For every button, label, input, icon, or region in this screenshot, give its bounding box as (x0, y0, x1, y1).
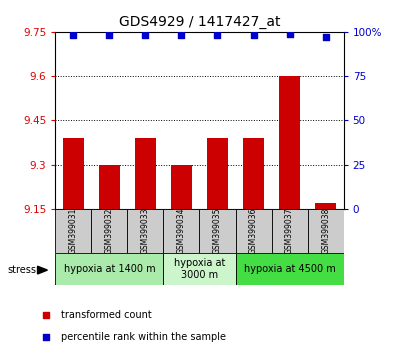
Bar (272, 209, 308, 253)
Bar (279, 76, 300, 209)
Bar (127, 209, 164, 253)
Point (286, 31, 293, 36)
Text: percentile rank within the sample: percentile rank within the sample (61, 332, 226, 342)
Bar (99, 165, 120, 209)
Bar (164, 209, 199, 253)
Bar (207, 138, 228, 209)
Text: GSM399033: GSM399033 (141, 208, 150, 254)
Bar (315, 203, 337, 209)
Bar (164, 253, 235, 285)
Point (42, 312, 49, 318)
Bar (91, 209, 127, 253)
Point (322, 34, 329, 40)
Bar (135, 138, 156, 209)
Point (250, 33, 257, 38)
Bar (199, 209, 235, 253)
Point (70, 33, 77, 38)
Bar (235, 209, 272, 253)
Polygon shape (38, 266, 47, 274)
Text: GSM399035: GSM399035 (213, 208, 222, 254)
Text: stress: stress (8, 265, 37, 275)
Bar (308, 209, 344, 253)
Point (42, 334, 49, 339)
Text: hypoxia at 4500 m: hypoxia at 4500 m (244, 264, 335, 274)
Text: GSM399038: GSM399038 (321, 208, 330, 254)
Point (106, 33, 113, 38)
Text: GSM399034: GSM399034 (177, 208, 186, 254)
Bar (55, 209, 91, 253)
Point (142, 33, 149, 38)
Point (214, 33, 221, 38)
Text: GSM399031: GSM399031 (69, 208, 78, 254)
Bar (243, 138, 264, 209)
Bar (171, 165, 192, 209)
Bar (55, 253, 164, 285)
Title: GDS4929 / 1417427_at: GDS4929 / 1417427_at (119, 16, 280, 29)
Text: transformed count: transformed count (61, 310, 152, 320)
Text: GSM399037: GSM399037 (285, 208, 294, 254)
Bar (62, 138, 84, 209)
Point (178, 33, 184, 38)
Text: GSM399032: GSM399032 (105, 208, 114, 254)
Text: hypoxia at 1400 m: hypoxia at 1400 m (64, 264, 155, 274)
Text: hypoxia at
3000 m: hypoxia at 3000 m (174, 258, 225, 280)
Bar (235, 253, 344, 285)
Text: GSM399036: GSM399036 (249, 208, 258, 254)
